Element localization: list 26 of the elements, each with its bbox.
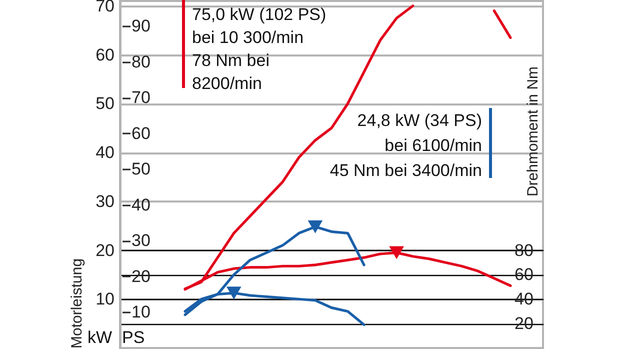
annotation: bei 6100/min [384,136,482,155]
y-tick-label: 10 [96,290,114,309]
annotation: 24,8 kW (34 PS) [357,111,482,130]
y-tick-label: 70 [96,0,114,16]
annotation: 75,0 kW (102 PS) [192,5,326,24]
y3-tick-label: 80 [132,52,150,72]
y-tick-label: 40 [96,143,114,162]
y3-tick-label: 70 [132,88,150,108]
y3-tick-label: 60 [132,124,150,143]
annotation: 45 Nm bei 3400/min [330,161,482,180]
y3-tick-label: 10 [132,302,150,322]
y3-tick-label: 30 [132,231,150,250]
annotation: PS [122,328,145,347]
annotation: 8200/min [192,74,262,93]
y-tick-label: 60 [96,45,114,64]
y3-tick-label: 50 [132,160,150,179]
y2-axis-title: Drehmoment in Nm [524,66,542,197]
text: kW [87,328,112,347]
y-tick-label: 20 [96,240,114,260]
annotation: 78 Nm bei [192,51,270,70]
y-tick-label: 30 [96,192,114,211]
y-tick-label: 50 [96,94,114,114]
y-axis-title: Motorleistung [68,258,86,348]
annotation: bei 10 300/min [192,28,304,47]
y3-tick-label: 90 [132,16,150,36]
y3-tick-label: 40 [132,195,150,214]
